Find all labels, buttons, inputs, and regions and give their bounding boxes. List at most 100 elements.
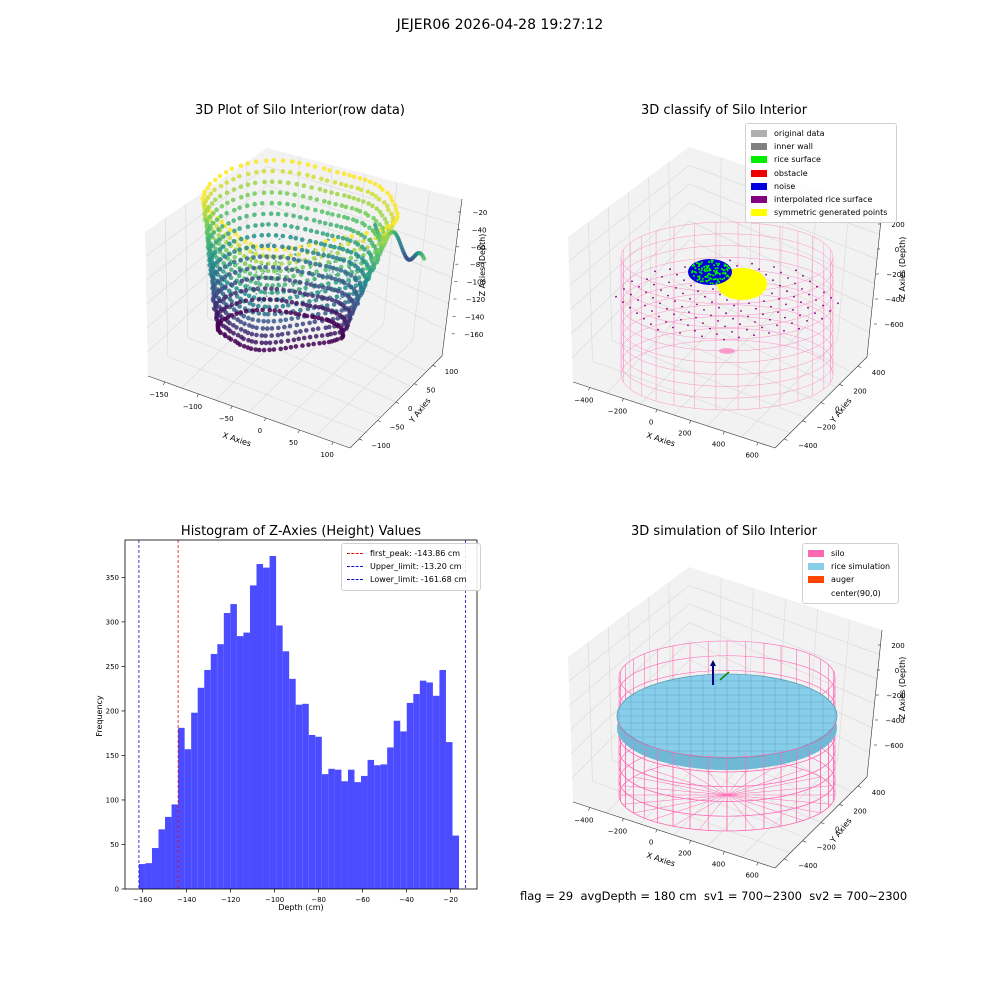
rice-surface-point: [714, 267, 717, 270]
interpolated-point: [668, 281, 670, 284]
raw-point: [219, 286, 225, 292]
rice-surface-point: [714, 278, 717, 280]
legend-label: inner wall: [774, 142, 814, 152]
raw-point: [377, 184, 383, 189]
raw-point: [269, 190, 275, 195]
interpolated-point: [800, 301, 802, 304]
raw-point: [223, 294, 229, 300]
silo-bottom-spoke: [650, 769, 728, 796]
raw-point: [261, 190, 267, 195]
raw-interior-point: [270, 291, 273, 294]
rice-surface-point: [726, 264, 728, 267]
raw-interior-point: [315, 290, 318, 293]
raw-point: [373, 193, 379, 199]
raw-point: [303, 226, 308, 232]
raw-point: [217, 266, 223, 272]
raw-interior-point: [262, 291, 265, 294]
raw-point: [219, 276, 225, 282]
raw-point: [221, 234, 226, 239]
classify-legend-item: interpolated rice surface: [751, 193, 891, 206]
simulation-y-tick: [839, 804, 844, 807]
raw-point: [205, 185, 211, 191]
rice-surface-point: [695, 271, 697, 274]
raw-point: [273, 233, 279, 238]
raw-z-tick-label: −100: [467, 279, 486, 287]
simulation-y-label: Y Axies: [828, 816, 854, 845]
raw-point: [322, 242, 328, 248]
raw-interior-point: [300, 259, 303, 262]
raw-point: [321, 340, 327, 346]
raw-point: [253, 258, 259, 264]
raw-point: [307, 260, 313, 266]
raw-interior-point: [344, 280, 347, 283]
raw-point: [237, 250, 243, 256]
simulation-y-tick: [802, 840, 807, 843]
interpolated-point: [799, 314, 801, 317]
raw-point: [201, 202, 207, 207]
raw-z-tick-label: −120: [466, 296, 485, 304]
interpolated-point: [654, 270, 656, 273]
interpolated-point: [658, 315, 660, 318]
raw-point: [219, 318, 224, 323]
raw-3d-plot: −150 −100 −50 0 50 100 −100 −50 0 50 100 −20 −40 −60 −…: [145, 148, 488, 459]
rice-surface-point: [705, 275, 708, 278]
raw-interior-point: [309, 267, 312, 269]
raw-point: [351, 228, 356, 234]
raw-point: [277, 190, 283, 195]
raw-point: [323, 263, 329, 269]
raw-point: [369, 258, 375, 263]
raw-point: [277, 201, 282, 206]
interpolated-point: [652, 296, 654, 299]
interpolated-point: [784, 316, 786, 319]
raw-z-tick-label: −20: [473, 209, 488, 217]
raw-interior-point: [313, 273, 315, 276]
rice-surface-point: [726, 269, 729, 272]
raw-point: [210, 220, 216, 226]
raw-interior-point: [301, 294, 304, 297]
raw-point: [237, 215, 242, 221]
raw-point: [317, 262, 323, 268]
raw-point: [328, 222, 334, 227]
raw-point: [364, 266, 370, 271]
raw-point: [246, 315, 251, 321]
interpolated-point: [779, 284, 781, 287]
raw-point: [313, 334, 319, 339]
raw-point: [247, 271, 253, 277]
raw-interior-point: [304, 259, 307, 262]
raw-point: [204, 217, 209, 223]
raw-point: [213, 240, 219, 245]
raw-interior-point: [275, 267, 278, 270]
raw-interior-point: [312, 299, 315, 302]
rice-surface-point: [709, 273, 712, 276]
raw-point: [319, 209, 325, 214]
raw-point: [344, 225, 349, 231]
raw-interior-point: [255, 271, 258, 274]
simulation-y-tick-label: 200: [853, 807, 866, 815]
raw-interior-point: [354, 269, 357, 272]
silo-bottom-spoke: [726, 769, 804, 796]
raw-point: [257, 254, 263, 259]
raw-point: [217, 298, 223, 304]
raw-point: [320, 231, 326, 236]
raw-point: [277, 179, 283, 185]
raw-point: [325, 210, 331, 216]
interpolated-point: [724, 325, 726, 328]
histogram-bar: [406, 702, 414, 889]
raw-point: [300, 343, 305, 348]
raw-point: [357, 176, 363, 181]
histogram-bar: [361, 775, 368, 889]
simulation-y-tick: [784, 858, 788, 861]
raw-point: [251, 265, 256, 271]
raw-interior-point: [298, 271, 301, 274]
interpolated-point: [738, 336, 740, 339]
rice-surface-point: [720, 268, 723, 270]
raw-point: [226, 251, 232, 257]
pane-left: [568, 567, 690, 802]
interpolated-point: [665, 321, 667, 323]
auger-arm: [719, 671, 730, 681]
raw-point: [238, 310, 243, 315]
raw-point: [207, 181, 213, 187]
classify-x-tick-label: 600: [745, 452, 758, 460]
raw-interior-point: [318, 292, 321, 294]
raw-point: [256, 318, 261, 323]
